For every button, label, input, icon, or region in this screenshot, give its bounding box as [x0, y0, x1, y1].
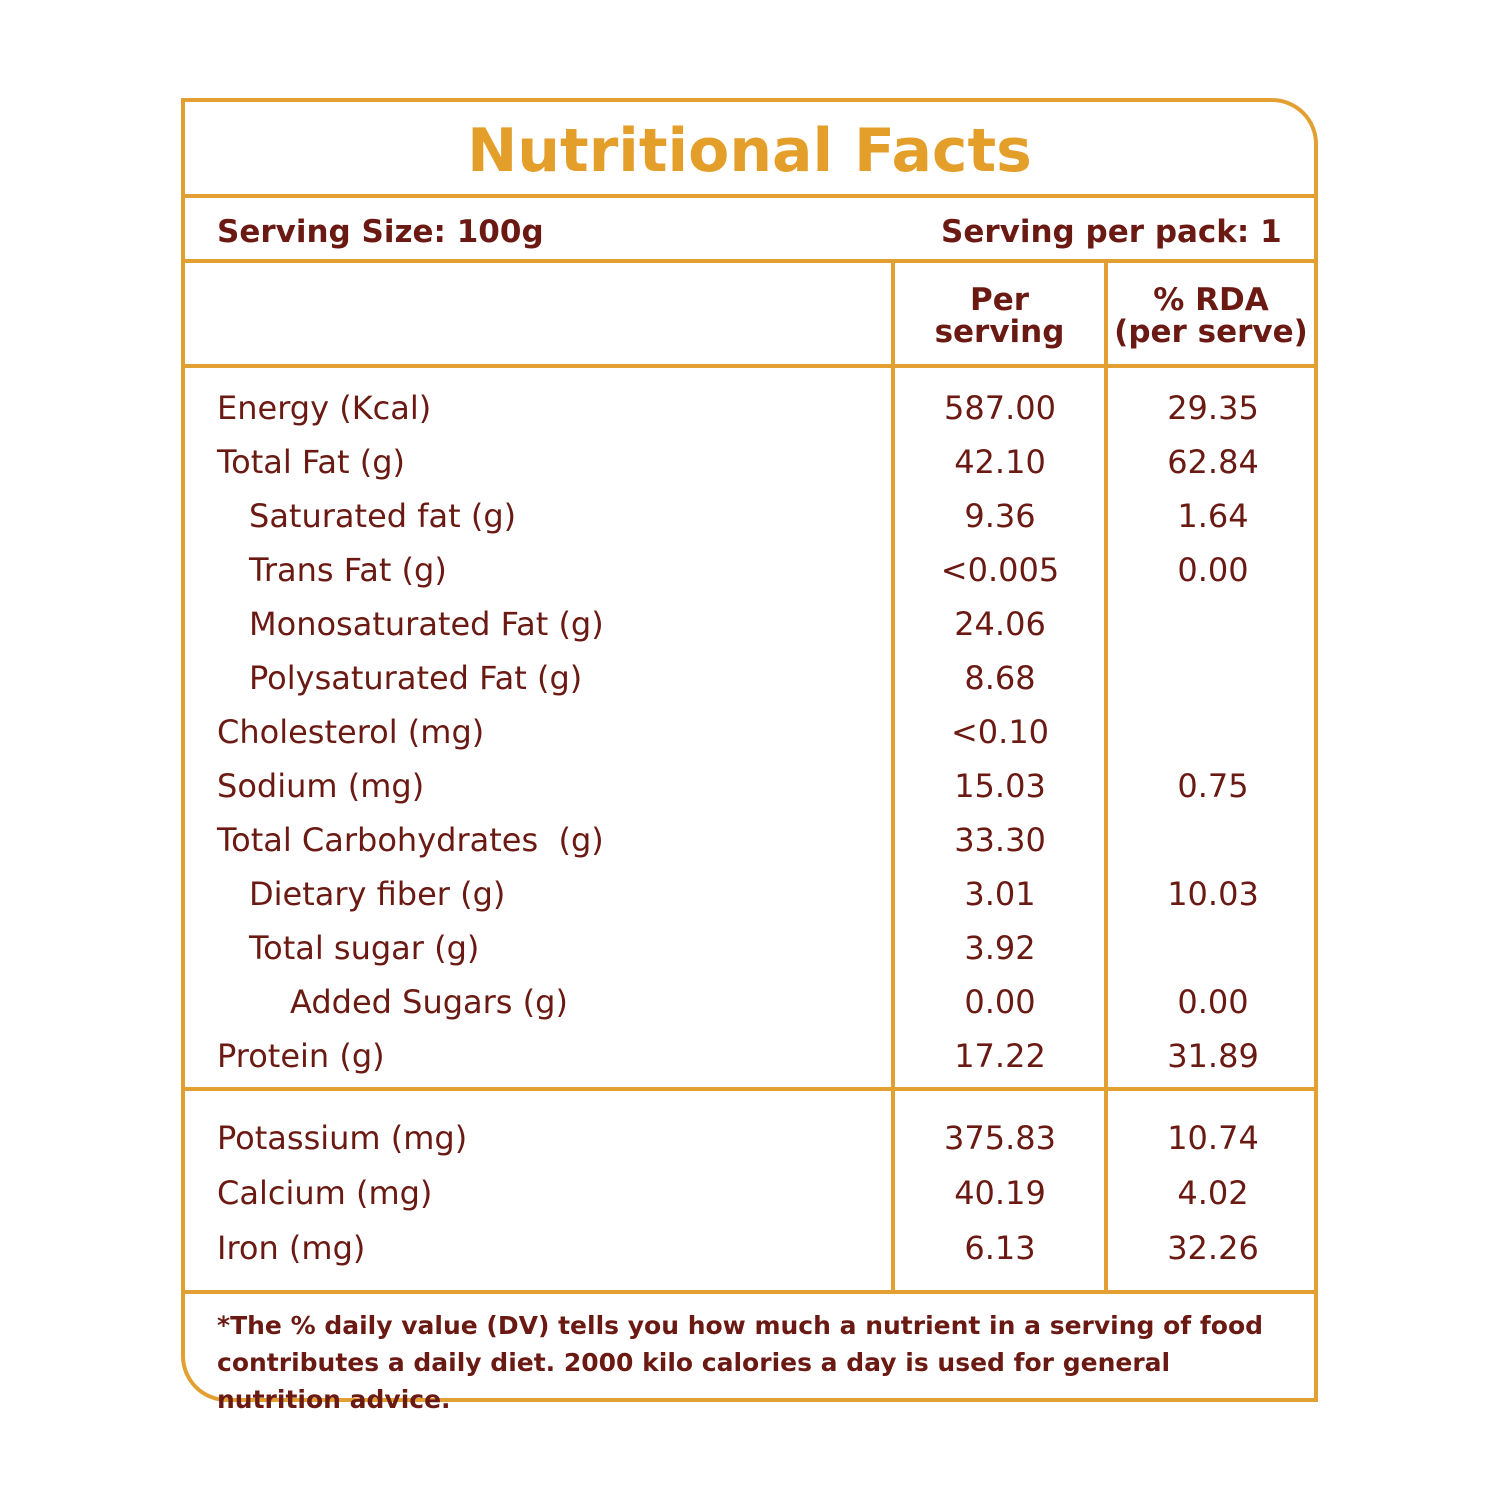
table-row: Protein (g) 17.22 31.89: [185, 1029, 1314, 1083]
rda-value: 1.64: [1177, 497, 1249, 535]
table-row: Cholesterol (mg) <0.10: [185, 705, 1314, 759]
rda-value: 29.35: [1167, 389, 1259, 427]
per-serving-value: 33.30: [954, 821, 1046, 859]
nutrient-label: Total sugar (g): [249, 929, 480, 967]
table-row: Energy (Kcal) 587.00 29.35: [185, 381, 1314, 435]
rda-value: 31.89: [1167, 1037, 1259, 1075]
column-header-per-serving: Per serving: [895, 284, 1104, 348]
rda-value: 62.84: [1167, 443, 1259, 481]
table-row: Added Sugars (g) 0.00 0.00: [185, 975, 1314, 1029]
table-row: Total Fat (g) 42.10 62.84: [185, 435, 1314, 489]
nutrient-label: Trans Fat (g): [249, 551, 447, 589]
per-serving-value: 6.13: [964, 1229, 1036, 1267]
column-header-rda-line2: (per serve): [1114, 314, 1308, 350]
table-row: Trans Fat (g) <0.005 0.00: [185, 543, 1314, 597]
nutrient-label: Energy (Kcal): [217, 389, 432, 427]
table-row: Monosaturated Fat (g) 24.06: [185, 597, 1314, 651]
nutrition-facts-panel: Nutritional Facts Serving Size: 100g Ser…: [181, 98, 1318, 1414]
per-serving-value: 42.10: [954, 443, 1046, 481]
per-serving-value: 3.01: [964, 875, 1036, 913]
nutrient-label: Monosaturated Fat (g): [249, 605, 604, 643]
table-row: Calcium (mg) 40.19 4.02: [185, 1166, 1314, 1220]
divider-header: [185, 364, 1314, 368]
column-divider-1: [891, 259, 895, 1294]
footnote: *The % daily value (DV) tells you how mu…: [217, 1311, 1264, 1414]
divider-serving: [185, 259, 1314, 263]
nutrient-label: Polysaturated Fat (g): [249, 659, 583, 697]
nutrient-label: Protein (g): [217, 1037, 385, 1075]
rda-value: 4.02: [1177, 1174, 1249, 1212]
mineral-label: Iron (mg): [217, 1229, 366, 1267]
mineral-label: Calcium (mg): [217, 1174, 433, 1212]
rda-value: 0.75: [1177, 767, 1249, 805]
column-header-per-serving-line2: serving: [934, 314, 1065, 350]
serving-size: Serving Size: 100g: [217, 214, 544, 250]
rda-value: 32.26: [1167, 1229, 1259, 1267]
per-serving-value: 17.22: [954, 1037, 1046, 1075]
column-header-rda: % RDA (per serve): [1108, 284, 1314, 348]
per-serving-value: 24.06: [954, 605, 1046, 643]
nutrient-label: Total Carbohydrates (g): [217, 821, 604, 859]
nutrient-label: Saturated fat (g): [249, 497, 517, 535]
column-header-rda-line1: % RDA: [1153, 282, 1269, 318]
divider-title: [185, 194, 1314, 198]
table-row: Potassium (mg) 375.83 10.74: [185, 1111, 1314, 1165]
panel-title: Nutritional Facts: [467, 116, 1032, 186]
mineral-label: Potassium (mg): [217, 1119, 468, 1157]
per-serving-value: 8.68: [964, 659, 1036, 697]
rda-value: 0.00: [1177, 551, 1249, 589]
per-serving-value: 0.00: [964, 983, 1036, 1021]
rda-value: 10.74: [1167, 1119, 1259, 1157]
table-row: Iron (mg) 6.13 32.26: [185, 1221, 1314, 1275]
per-serving-value: 587.00: [944, 389, 1056, 427]
table-row: Polysaturated Fat (g) 8.68: [185, 651, 1314, 705]
servings-per-pack: Serving per pack: 1: [941, 214, 1282, 250]
nutrient-label: Total Fat (g): [217, 443, 405, 481]
column-header-per-serving-line1: Per: [969, 282, 1030, 318]
table-row: Saturated fat (g) 9.36 1.64: [185, 489, 1314, 543]
nutrient-label: Sodium (mg): [217, 767, 425, 805]
per-serving-value: 3.92: [964, 929, 1036, 967]
per-serving-value: 15.03: [954, 767, 1046, 805]
divider-footer: [185, 1290, 1314, 1294]
table-row: Dietary fiber (g) 3.01 10.03: [185, 867, 1314, 921]
column-divider-2: [1104, 259, 1108, 1294]
table-row: Total sugar (g) 3.92: [185, 921, 1314, 975]
per-serving-value: 40.19: [954, 1174, 1046, 1212]
table-row: Total Carbohydrates (g) 33.30: [185, 813, 1314, 867]
nutrient-label: Added Sugars (g): [290, 983, 568, 1021]
rda-value: 0.00: [1177, 983, 1249, 1021]
per-serving-value: <0.10: [950, 713, 1050, 751]
per-serving-value: 375.83: [944, 1119, 1056, 1157]
nutrient-label: Cholesterol (mg): [217, 713, 485, 751]
divider-minerals: [185, 1087, 1314, 1091]
table-row: Sodium (mg) 15.03 0.75: [185, 759, 1314, 813]
rda-value: 10.03: [1167, 875, 1259, 913]
nutrient-label: Dietary fiber (g): [249, 875, 506, 913]
per-serving-value: 9.36: [964, 497, 1036, 535]
per-serving-value: <0.005: [940, 551, 1060, 589]
